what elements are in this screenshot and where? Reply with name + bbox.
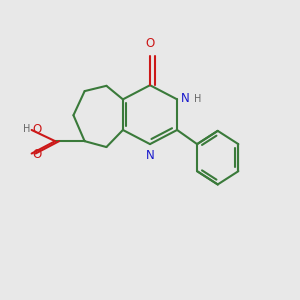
Text: N: N <box>181 92 189 105</box>
Text: H: H <box>194 94 202 104</box>
Text: H: H <box>23 124 30 134</box>
Text: N: N <box>146 149 154 162</box>
Text: O: O <box>146 38 154 50</box>
Text: O: O <box>32 123 42 136</box>
Text: O: O <box>32 148 42 160</box>
